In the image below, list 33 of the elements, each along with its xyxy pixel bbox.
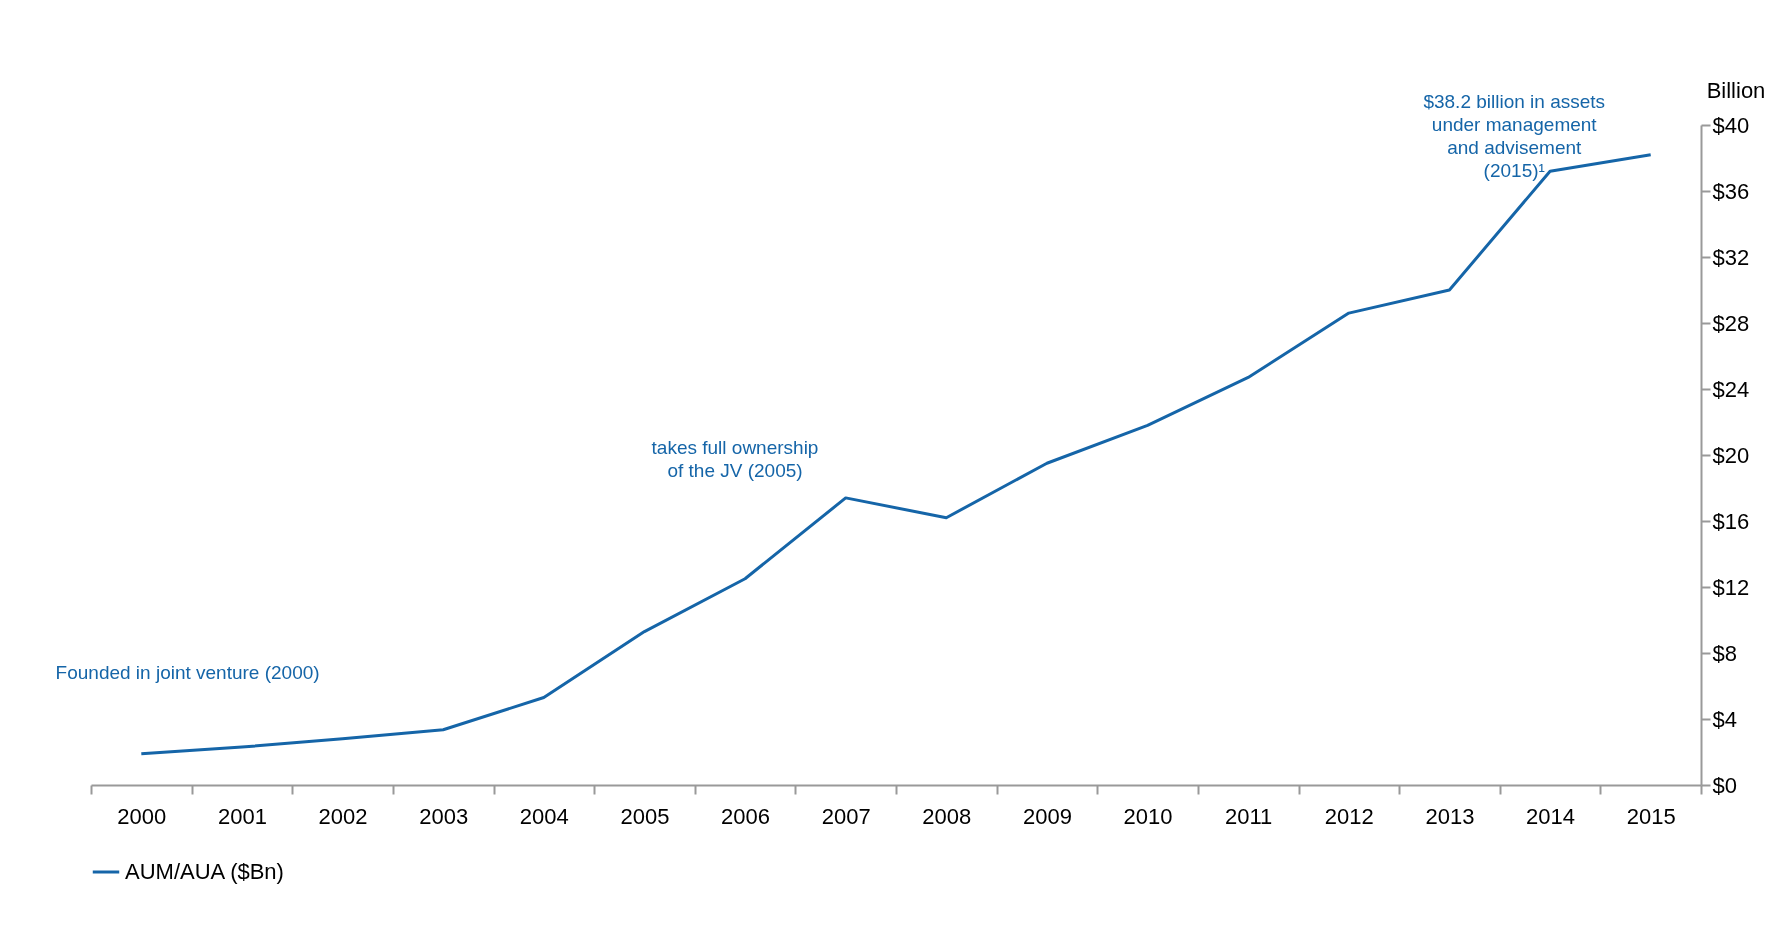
x-tick-label: 2012 (1324, 803, 1374, 829)
x-tick-label: 2001 (217, 803, 267, 829)
x-tick-label: 2014 (1526, 803, 1576, 829)
y-tick-label: $12 (1712, 574, 1750, 600)
y-tick-label: $20 (1712, 442, 1750, 468)
x-tick-label: 2006 (721, 803, 771, 829)
y-tick-label: $40 (1712, 112, 1750, 138)
annotation: takes full ownership of the JV (2005) (651, 437, 819, 482)
x-tick-label: 2003 (419, 803, 469, 829)
annotation: $38.2 billion in assets under management and advisement (2015)¹ (1423, 90, 1606, 181)
y-tick-label: $0 (1712, 772, 1737, 798)
x-tick-label: 2002 (318, 803, 368, 829)
x-tick-label: 2009 (1022, 803, 1072, 829)
x-tick-label: 2013 (1425, 803, 1475, 829)
line-series (139, 153, 1653, 756)
y-tick-label: $16 (1712, 508, 1750, 534)
x-tick-label: 2007 (821, 803, 871, 829)
x-tick-label: 2008 (922, 803, 972, 829)
x-tick-label: 2004 (519, 803, 569, 829)
x-tick-label: 2005 (620, 803, 670, 829)
y-tick-label: $28 (1712, 310, 1750, 336)
y-tick-label: $8 (1712, 640, 1737, 666)
y-tick-label: $4 (1712, 706, 1737, 732)
y-tick-label: $32 (1712, 244, 1750, 270)
x-tick-label: 2000 (117, 803, 167, 829)
y-tick-label: $36 (1712, 178, 1750, 204)
legend-label: AUM/AUA ($Bn) (125, 859, 284, 884)
x-tick-label: 2010 (1123, 803, 1173, 829)
y-axis-title: Billion (1706, 78, 1765, 103)
x-tick-label: 2015 (1626, 803, 1676, 829)
x-tick-label: 2011 (1225, 803, 1273, 829)
y-tick-label: $24 (1712, 376, 1750, 402)
annotation: Founded in joint venture (2000) (55, 661, 320, 683)
